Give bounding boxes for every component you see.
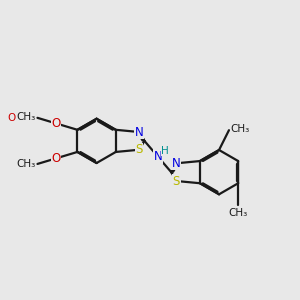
Text: H: H xyxy=(161,146,169,156)
Text: CH₃: CH₃ xyxy=(16,160,35,170)
Text: N: N xyxy=(135,125,144,139)
Text: OCH₃: OCH₃ xyxy=(8,113,35,123)
Text: S: S xyxy=(173,175,180,188)
Text: O: O xyxy=(52,152,61,165)
Text: CH₃: CH₃ xyxy=(16,112,35,122)
Text: N: N xyxy=(153,150,162,163)
Text: N: N xyxy=(172,157,181,170)
Text: CH₃: CH₃ xyxy=(230,124,250,134)
Text: O: O xyxy=(52,117,61,130)
Text: CH₃: CH₃ xyxy=(229,208,248,218)
Text: S: S xyxy=(136,143,143,156)
